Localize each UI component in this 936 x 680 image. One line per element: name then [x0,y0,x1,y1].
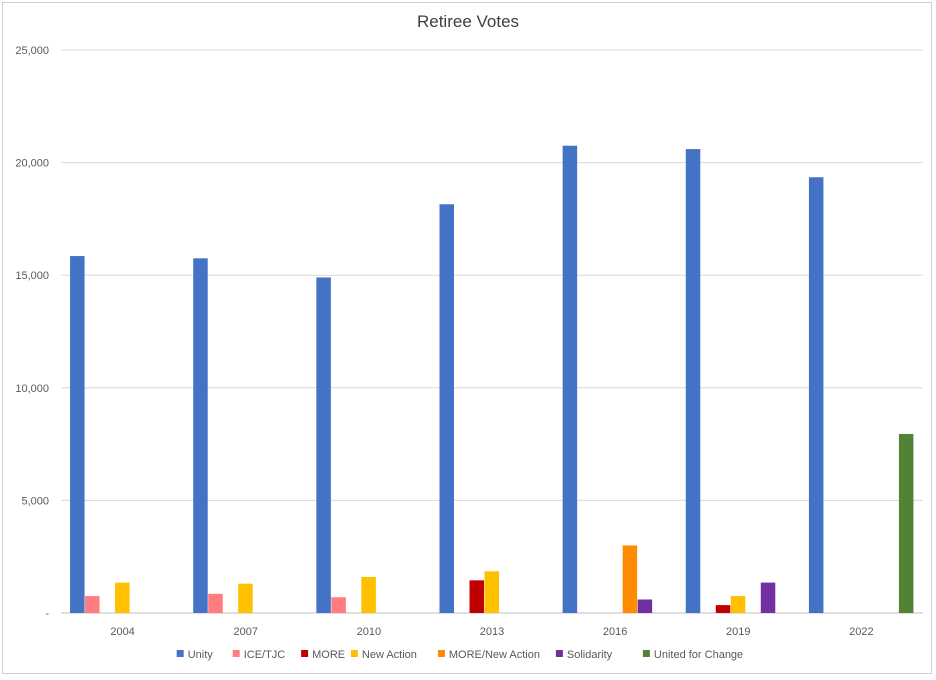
bar-chart: Retiree Votes - 5,000 10,000 15,000 20,000 25… [15,12,923,661]
legend-swatch [642,650,650,657]
y-tick-label: - [45,608,49,620]
y-axis: - 5,000 10,000 15,000 20,000 25,000 [15,45,49,620]
x-tick-label: 2010 [357,626,381,638]
bar-ice-tjc-2004 [85,596,100,613]
legend-swatch [437,650,445,657]
legend-swatch [301,650,309,657]
bar-new-action-2013 [484,571,499,613]
legend-swatch [232,650,240,657]
legend-item-new-action: New Action [350,649,417,661]
bar-more-2019 [715,605,731,613]
x-tick-label: 2004 [110,626,134,638]
legend-item-unity: Unity [176,649,214,661]
legend-label: MORE/New Action [449,649,540,661]
x-axis: 2004 2007 2010 2013 2016 2019 2022 [110,626,873,638]
legend-item-solidarity: Solidarity [555,649,613,661]
y-tick-label: 15,000 [15,270,49,282]
bar-new-action-2010 [361,576,376,613]
y-tick-label: 10,000 [15,383,49,395]
bar-solidarity-2016 [637,599,653,613]
bar-new-action-2004 [115,582,130,613]
bar-ice-tjc-2007 [208,593,223,613]
legend-label: Solidarity [567,649,613,661]
legend-item-more: MORE [301,649,345,661]
legend-label: MORE [312,649,345,661]
bar-solidarity-2019 [760,582,776,613]
bar-unity-2004 [70,256,85,613]
legend-swatch [176,650,184,657]
y-tick-label: 5,000 [21,495,49,507]
legend-label: Unity [188,649,214,661]
legend-swatch [555,650,563,657]
x-tick-label: 2016 [603,626,627,638]
bar-more-2013 [469,580,484,613]
bar-united-for-change-2022 [898,433,914,613]
legend-label: United for Change [654,649,743,661]
y-tick-label: 25,000 [15,45,49,57]
x-tick-label: 2019 [726,626,750,638]
legend-item-united-for-change: United for Change [642,649,743,661]
legend: Unity ICE/TJC MORE New Action MORE/New Actio… [176,649,743,661]
bar-unity-2010 [316,277,331,613]
bar-unity-2007 [193,258,208,613]
legend-swatch [350,650,358,657]
x-tick-label: 2013 [480,626,504,638]
bar-ice-tjc-2010 [331,597,346,613]
legend-item-more-new-action: MORE/New Action [437,649,540,661]
bar-new-action-2007 [238,583,253,613]
bar-new-action-2019 [730,596,746,613]
bar-unity-2022 [808,177,824,613]
bars [70,145,914,613]
x-tick-label: 2022 [849,626,873,638]
gridlines [61,49,923,614]
chart-title: Retiree Votes [417,12,519,31]
legend-label: New Action [362,649,417,661]
x-tick-label: 2007 [233,626,257,638]
bar-unity-2016 [562,145,578,613]
legend-label: ICE/TJC [244,649,286,661]
bar-more-new-action-2016 [622,545,638,613]
legend-item-ice-tjc: ICE/TJC [232,649,286,661]
bar-unity-2019 [685,149,701,613]
y-tick-label: 20,000 [15,158,49,170]
bar-unity-2013 [439,204,454,613]
